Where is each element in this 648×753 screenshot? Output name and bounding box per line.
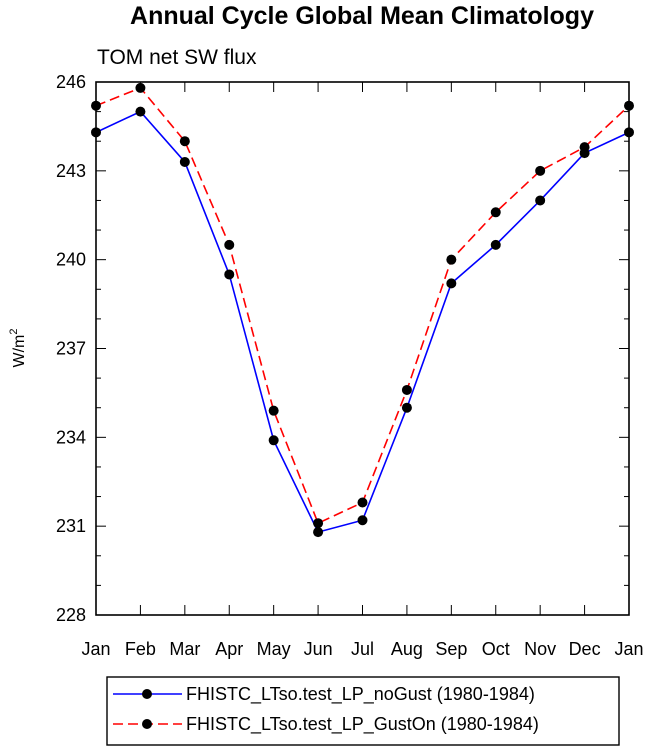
x-tick-label: Feb <box>125 639 156 659</box>
chart-title: Annual Cycle Global Mean Climatology <box>130 2 594 30</box>
series-2-point <box>401 384 412 395</box>
x-tick-label: Jun <box>304 639 333 659</box>
x-tick-label: Jan <box>81 639 110 659</box>
series-2-point <box>490 207 501 218</box>
series-1-point <box>224 269 235 280</box>
y-axis-title-text: W/m <box>11 335 28 368</box>
x-tick-label: Mar <box>169 639 200 659</box>
legend-box <box>106 676 620 746</box>
series-1-point <box>535 195 546 206</box>
svg-text:W/m2: W/m2 <box>8 329 28 368</box>
y-tick-label: 231 <box>56 516 86 536</box>
y-tick-label: 237 <box>56 339 86 359</box>
y-tick-label: 234 <box>56 427 86 447</box>
x-tick-label: Dec <box>569 639 601 659</box>
x-tick-label: Jul <box>351 639 374 659</box>
series-2-point <box>446 254 457 265</box>
series-1-point <box>179 156 190 167</box>
legend-marker-2 <box>142 719 152 729</box>
series-2-point <box>224 239 235 250</box>
series-1-point <box>268 435 279 446</box>
legend-label-1: FHISTC_LTso.test_LP_noGust (1980-1984) <box>186 684 535 705</box>
tick-labels: 228 231 234 237 240 243 246 Jan Feb Mar Apr May Jun J… <box>56 72 644 659</box>
series-2-point <box>268 405 279 416</box>
series-2-point <box>313 518 324 529</box>
x-tick-label: Sep <box>435 639 467 659</box>
legend: FHISTC_LTso.test_LP_noGust (1980-1984) FH… <box>106 676 620 746</box>
plot-frame <box>95 81 630 616</box>
x-tick-label: May <box>257 639 291 659</box>
series-line-1 <box>95 110 630 534</box>
series-1-point <box>401 402 412 413</box>
chart-subtitle: TOM net SW flux <box>97 46 257 69</box>
x-tick-label: Aug <box>391 639 423 659</box>
y-tick-label: 240 <box>56 250 86 270</box>
legend-entries: FHISTC_LTso.test_LP_noGust (1980-1984) FH… <box>113 684 539 735</box>
series-2-point <box>535 165 546 176</box>
x-tick-label: Jan <box>614 639 643 659</box>
legend-label-2: FHISTC_LTso.test_LP_GustOn (1980-1984) <box>186 714 539 735</box>
legend-marker-1 <box>142 689 152 699</box>
series-2-point <box>179 136 190 147</box>
x-tick-label: Apr <box>215 639 243 659</box>
x-tick-label: Nov <box>524 639 556 659</box>
series-2-point <box>135 82 146 93</box>
axis-ticks <box>95 81 630 616</box>
series-2-point <box>579 142 590 153</box>
y-tick-label: 243 <box>56 161 86 181</box>
y-axis-title: W/m2 <box>8 329 28 368</box>
y-tick-label: 228 <box>56 605 86 625</box>
y-tick-label: 246 <box>56 72 86 92</box>
series-1-point <box>135 106 146 117</box>
series-2-point <box>357 497 368 508</box>
series-1-point <box>490 239 501 250</box>
series-1-point <box>446 278 457 289</box>
series-line-2 <box>95 86 630 525</box>
x-tick-label: Oct <box>482 639 510 659</box>
series-layer <box>91 82 634 538</box>
series-1-point <box>357 515 368 526</box>
y-axis-title-superscript: 2 <box>8 329 20 335</box>
series-1-point <box>313 527 324 538</box>
